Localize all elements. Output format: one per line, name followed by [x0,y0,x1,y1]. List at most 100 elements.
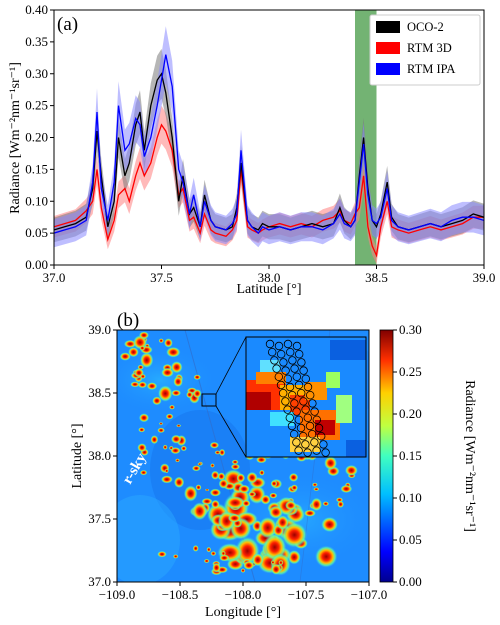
legend-label-oco2: OCO-2 [407,20,444,34]
footprint-circle [308,430,317,439]
cloud-patch [173,376,183,387]
y-tick-label-b: 37.0 [88,574,111,589]
series-line-rtm-ipa [54,54,484,235]
cloud-patch [128,347,139,358]
footprint-circle [317,432,326,441]
cloud-patch [246,471,258,484]
cloud-patch [164,468,169,474]
footprint-circle [299,397,308,406]
cloud-patch [166,346,181,358]
colorbar-tick-label: 0.25 [399,364,422,379]
ticks-a: 37.0 37.5 38.0 38.5 39.0 0.00 0.05 0.10 0.15 0.20… [25,2,495,285]
y-tick-label-a: 0.20 [25,130,48,145]
cloud-patch [138,427,146,433]
footprint-circle [292,407,301,416]
footprint-circle [301,374,310,383]
footprint-circle [281,397,290,406]
cloud-patch [344,464,358,476]
legend-label-rtmipa: RTM IPA [407,62,455,76]
cloud-patch [205,488,210,492]
cloud-patch [210,551,217,556]
colorbar-tick-label: 0.15 [399,448,422,463]
cloud-patch [180,445,187,452]
cloud-patch [260,494,271,505]
footprint-circle [299,432,308,441]
cloud-patch [195,484,202,491]
footprint-circle [276,380,286,390]
cloud-patch [146,382,158,390]
footprint-circle [319,440,328,449]
cloud-patch [192,545,199,552]
cloud-patch [221,550,226,557]
footprint-circle [303,413,312,422]
cloud-patch [139,469,148,476]
footprint-circle [297,358,306,367]
x-tick-label-a: 37.5 [150,270,173,285]
cloud-patch [212,562,221,573]
cloud-patch [137,364,144,370]
cloud-patch [290,484,298,492]
colorbar-label: Radiance [Wm⁻²nm⁻¹sr⁻¹] [462,380,477,532]
footprint-circle [277,350,286,359]
footprint-circle [297,389,306,398]
cloud-patch [209,441,220,449]
footprint-circle [301,440,310,449]
colorbar-tick-label: 0.10 [399,490,422,505]
cloud-patch [183,485,198,502]
colorbar-tick-label: 0.30 [399,322,422,337]
footprint-circle [283,405,292,414]
panel-label-a: (a) [57,14,78,35]
cloud-patch [337,500,344,508]
footprint-circle [272,364,281,373]
footprint-circle [274,372,283,381]
line-chart-panel-a: 37.0 37.5 38.0 38.5 39.0 0.00 0.05 0.10 0.15 0.20… [8,2,495,297]
zoom-connector-top [215,336,247,395]
footprint-circle [287,421,297,431]
cloud-patch [288,472,299,482]
footprint-circle [296,423,306,433]
cloud-patch [313,487,320,492]
x-tick-label-a: 39.0 [473,270,496,285]
cloud-patch [303,509,316,517]
cloud-patch [240,568,246,573]
x-tick-label-b: −109.0 [99,587,136,602]
cloud-patch [170,447,181,455]
legend-label-rtm3d: RTM 3D [407,41,452,55]
y-tick-label-a: 0.30 [25,66,48,81]
footprint-circle [312,415,321,424]
cloud-patch [138,331,150,340]
cloud-patch [324,456,338,470]
y-tick-label-a: 0.10 [25,193,48,208]
cloud-patch [140,352,154,369]
cloud-patch [150,435,159,445]
cloud-patch [218,478,229,489]
y-axis-title-b: Latitude [°] [70,423,85,488]
cloud-patch [157,427,165,433]
cloud-patch [164,338,173,348]
footprint-circle [283,339,293,349]
legend-swatch-oco2 [376,21,400,33]
zoom-connector-bottom [215,405,247,458]
inset-footprints [265,339,330,457]
cloud-patch [315,545,338,568]
footprint-circle [290,399,299,408]
x-tick-label-a: 37.0 [43,270,66,285]
cloud-patch [210,463,215,468]
footprint-circle [294,380,304,390]
cloud-patch [158,338,164,344]
cloud-patch [270,563,282,575]
cloud-patch [219,554,230,562]
footprint-circle [303,382,313,392]
y-tick-label-b: 38.0 [88,448,111,463]
y-axis-title-a: Radiance [Wm⁻²nm⁻¹sr⁻¹] [8,62,23,214]
cloud-patch [256,456,267,464]
legend-swatch-rtmipa [376,63,400,75]
cloud-patch [214,450,221,455]
footprint-circle [310,438,319,447]
cloud-patch [211,470,220,480]
x-tick-label-b: −107.5 [288,587,325,602]
footprint-circle [279,358,288,367]
footprint-circle [295,350,304,359]
cloud-patch [225,496,245,510]
footprint-circle [279,389,288,398]
